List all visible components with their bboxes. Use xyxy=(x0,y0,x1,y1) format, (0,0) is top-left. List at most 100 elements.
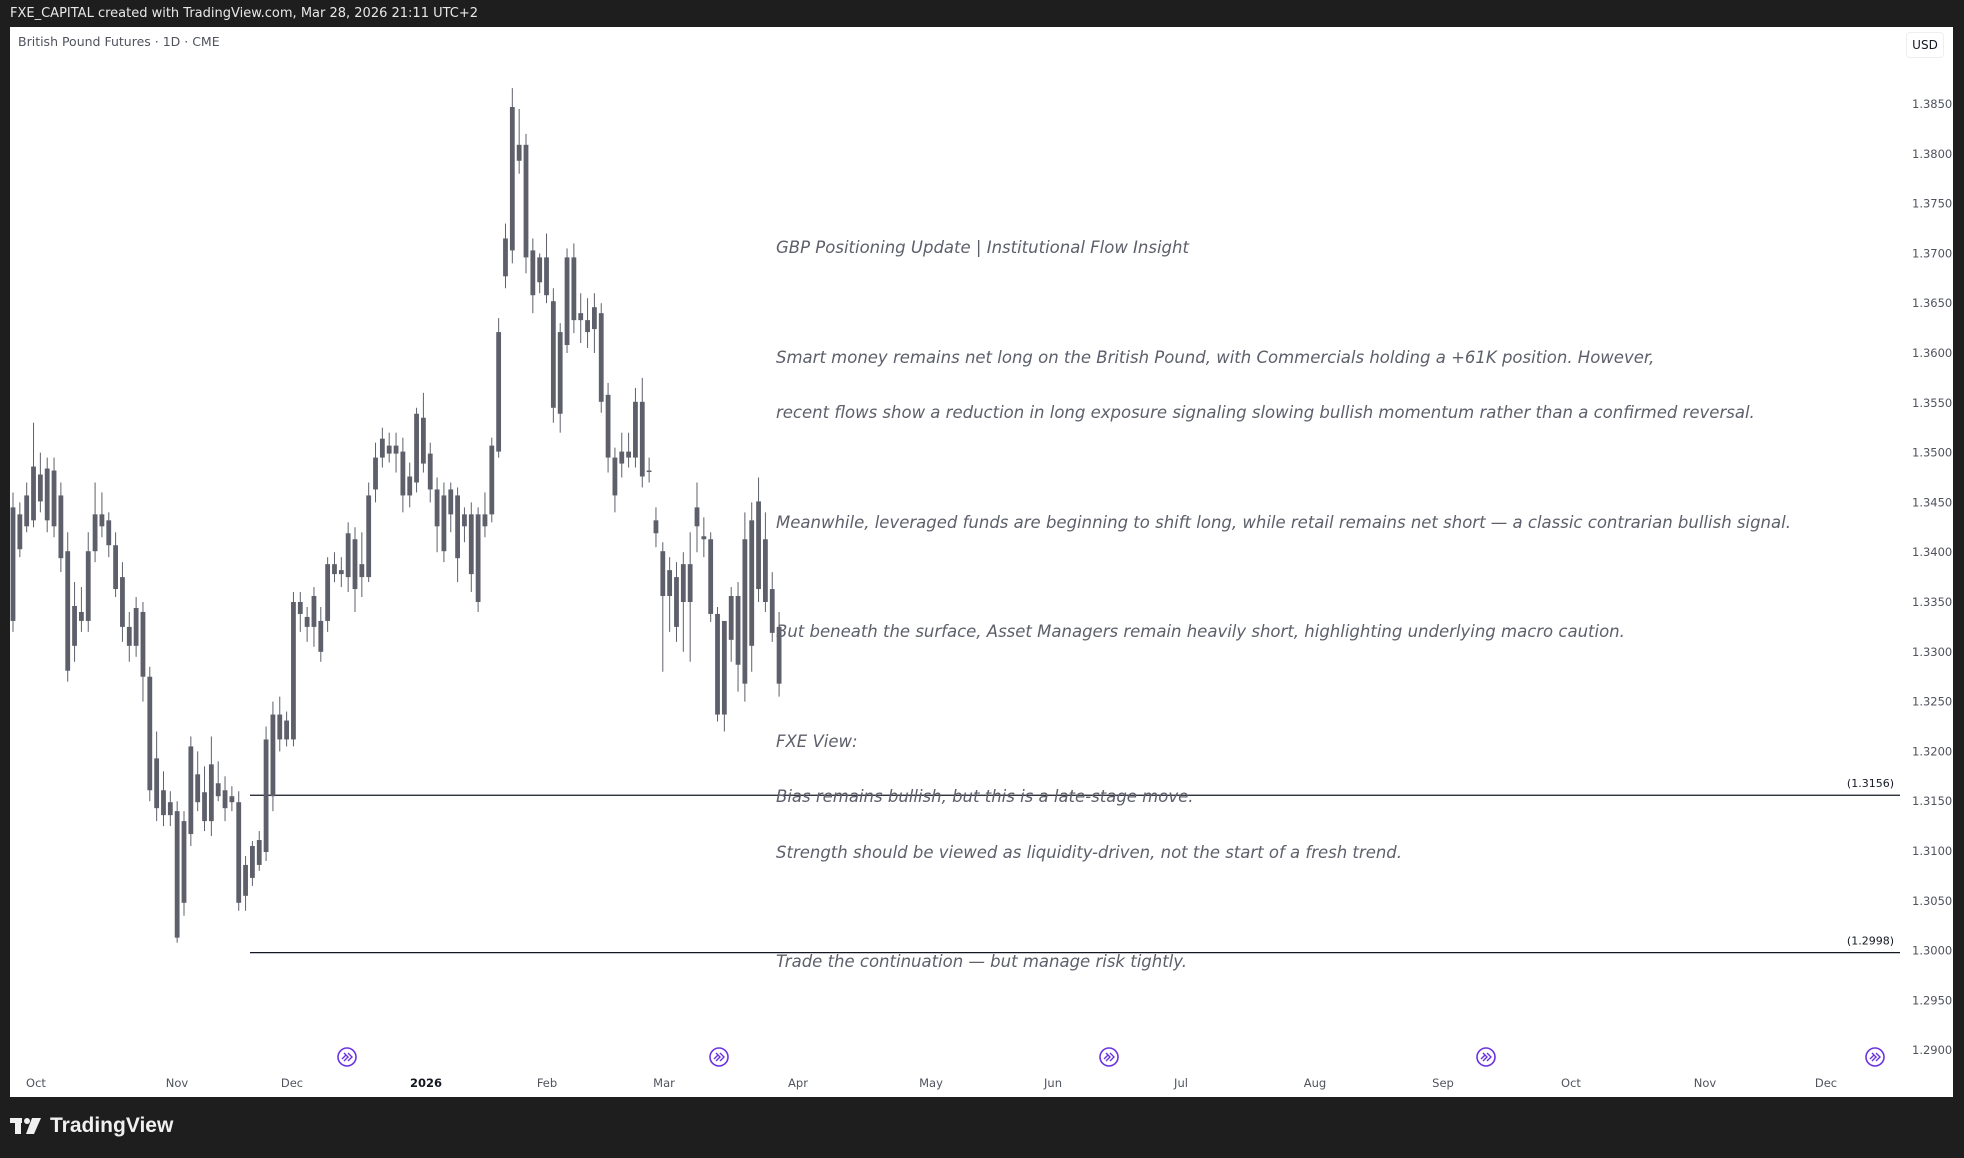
candle-body xyxy=(113,545,118,590)
candle-body xyxy=(106,520,112,546)
candle-body xyxy=(229,796,235,803)
candle-body xyxy=(366,495,372,578)
candle-body xyxy=(161,790,166,816)
note-line: Strength should be viewed as liquidity-d… xyxy=(776,842,1403,862)
candle-body xyxy=(31,466,36,521)
candle-body xyxy=(571,257,577,321)
price-tick-label: 1.3850 xyxy=(1912,97,1952,111)
candle-body xyxy=(448,489,454,515)
forward-arrow-circle-icon[interactable] xyxy=(1865,1047,1885,1067)
candle-body xyxy=(120,577,125,627)
forward-arrow-circle-icon[interactable] xyxy=(1099,1047,1119,1067)
tradingview-logo[interactable]: TradingView xyxy=(10,1114,173,1138)
candle-body xyxy=(434,489,440,527)
price-tick-label: 1.3600 xyxy=(1912,346,1952,360)
note-line: Bias remains bullish, but this is a late… xyxy=(776,787,1194,806)
time-tick-label: Mar xyxy=(653,1076,675,1090)
note-line: Meanwhile, leveraged funds are beginning… xyxy=(776,512,1791,532)
candle-body xyxy=(393,445,399,454)
candle-body xyxy=(311,596,317,627)
candle-body xyxy=(188,746,194,835)
candle-body xyxy=(400,451,406,496)
candle-body xyxy=(332,564,337,575)
price-tick-label: 1.3050 xyxy=(1912,894,1952,908)
forward-arrow-circle-icon[interactable] xyxy=(1476,1047,1496,1067)
candle-body xyxy=(639,401,645,477)
candle-body xyxy=(646,470,652,473)
candle-body xyxy=(509,106,515,251)
currency-button[interactable]: USD xyxy=(1906,32,1944,58)
candle-body xyxy=(215,783,221,797)
price-tick-label: 1.3500 xyxy=(1912,446,1952,460)
forward-arrow-circle-icon[interactable] xyxy=(709,1047,729,1067)
candle-body xyxy=(338,570,344,575)
time-tick-label: Nov xyxy=(1694,1076,1717,1090)
candle-body xyxy=(605,394,611,458)
candle-body xyxy=(763,539,768,602)
horizontal-level-label: (1.3156) xyxy=(1847,777,1894,790)
candle-body xyxy=(270,714,276,797)
candle-body xyxy=(407,476,413,496)
time-tick-label: Aug xyxy=(1304,1076,1326,1090)
symbol-title: British Pound Futures · 1D · CME xyxy=(18,34,220,49)
note-line: But beneath the surface, Asset Managers … xyxy=(776,622,1625,641)
candle-body xyxy=(728,596,734,640)
time-tick-label: Apr xyxy=(788,1076,808,1090)
price-tick-label: 1.3450 xyxy=(1912,495,1952,509)
analysis-note: GBP Positioning Update | Institutional F… xyxy=(776,202,1791,990)
candle-body xyxy=(468,514,474,575)
candle-body xyxy=(475,514,481,602)
candle-body xyxy=(735,596,741,665)
candle-body xyxy=(243,864,248,896)
candle-body xyxy=(667,570,673,597)
tradingview-logo-icon xyxy=(10,1118,41,1134)
candle-body xyxy=(749,520,755,646)
time-tick-label: Nov xyxy=(166,1076,189,1090)
candle-body xyxy=(660,551,666,597)
candle-body xyxy=(379,438,385,458)
candle-body xyxy=(550,301,556,408)
price-tick-label: 1.3100 xyxy=(1912,844,1952,858)
price-tick-label: 1.2900 xyxy=(1912,1043,1952,1057)
candle-body xyxy=(687,564,693,602)
candle-body xyxy=(24,495,30,527)
candle-body xyxy=(482,514,488,527)
price-tick-label: 1.2950 xyxy=(1912,993,1952,1007)
candle-body xyxy=(653,520,659,534)
candle-body xyxy=(489,445,495,515)
candle-body xyxy=(147,676,153,791)
candle-body xyxy=(352,539,358,590)
candle-body xyxy=(776,626,782,684)
candle-body xyxy=(263,739,269,852)
candle-body xyxy=(10,507,16,621)
note-line: Trade the continuation — but manage risk… xyxy=(776,952,1187,971)
candle-body xyxy=(742,539,748,684)
candle-body xyxy=(585,320,590,333)
forward-arrow-circle-icon[interactable] xyxy=(337,1047,357,1067)
candle-body xyxy=(297,602,303,614)
price-tick-label: 1.3200 xyxy=(1912,744,1952,758)
candle-body xyxy=(721,620,727,715)
note-line: FXE View: xyxy=(776,731,858,751)
horizontal-level-label: (1.2998) xyxy=(1847,935,1894,948)
candle-body xyxy=(58,495,64,559)
candle-body xyxy=(37,474,43,502)
price-tick-label: 1.3000 xyxy=(1912,944,1952,958)
candle-body xyxy=(85,551,91,621)
candle-body xyxy=(208,764,214,822)
candle-body xyxy=(167,802,173,816)
candle-body xyxy=(421,417,426,464)
candle-body xyxy=(708,539,714,614)
time-tick-label: Oct xyxy=(1561,1076,1581,1090)
candle-body xyxy=(359,564,365,578)
candle-body xyxy=(537,257,543,283)
candle-body xyxy=(126,626,132,646)
candle-body xyxy=(256,840,262,865)
chart-pane[interactable] xyxy=(10,27,1953,1097)
time-tick-label: Oct xyxy=(26,1076,46,1090)
candle-body xyxy=(715,613,720,715)
candle-body xyxy=(769,589,775,633)
note-line: Smart money remains net long on the Brit… xyxy=(776,347,1655,367)
candle-body xyxy=(694,507,700,527)
